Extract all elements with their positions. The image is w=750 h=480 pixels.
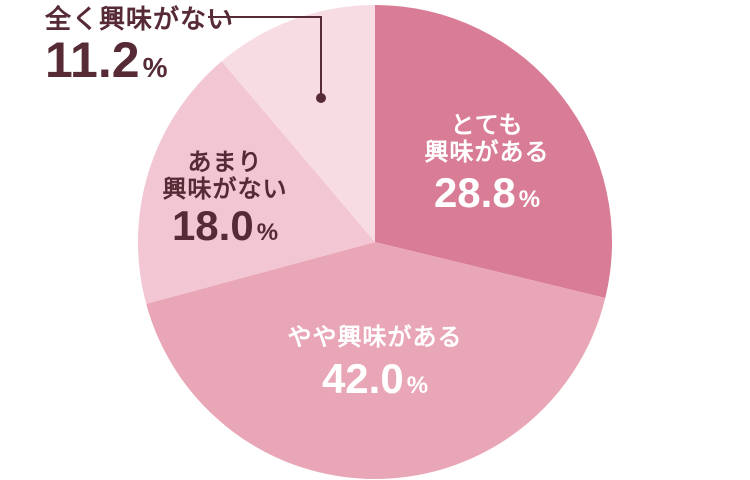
slice-label-line: 全く興味がない — [45, 4, 235, 34]
percent-sign: % — [142, 52, 168, 83]
label-not-very-interested: あまり 興味がない 18.0% — [125, 149, 325, 256]
leader-line — [208, 16, 322, 98]
slice-value: 42.0% — [275, 356, 475, 409]
slice-label-line: 興味がある — [424, 139, 550, 166]
percent-sign: % — [406, 372, 429, 399]
pie-slice-not-at-all-interested — [221, 5, 375, 242]
label-somewhat-interested: やや興味がある 42.0% — [275, 324, 475, 409]
slice-label-line: 興味がない — [162, 176, 288, 203]
label-not-at-all-interested: 全く興味がない 11.2% — [45, 1, 234, 91]
slice-value: 11.2% — [45, 35, 234, 91]
pie-slice-very-interested — [375, 5, 613, 299]
slice-value-number: 11.2 — [45, 32, 140, 88]
leader-dot — [316, 93, 326, 103]
slice-value: 18.0% — [125, 203, 325, 256]
pie-slice-somewhat-interested — [146, 242, 606, 480]
slice-label-line: やや興味がある — [287, 324, 463, 351]
slice-value-number: 42.0 — [321, 355, 404, 402]
slice-label-line: あまり — [187, 149, 263, 176]
pie-slice-not-very-interested — [137, 61, 375, 304]
slice-value: 28.8% — [387, 170, 587, 223]
label-very-interested: とても 興味がある 28.8% — [387, 112, 587, 223]
percent-sign: % — [256, 219, 279, 246]
percent-sign: % — [518, 186, 541, 213]
slice-value-number: 28.8 — [433, 169, 516, 216]
slice-value-number: 18.0 — [171, 202, 254, 249]
slice-label-line: とても — [450, 112, 524, 139]
